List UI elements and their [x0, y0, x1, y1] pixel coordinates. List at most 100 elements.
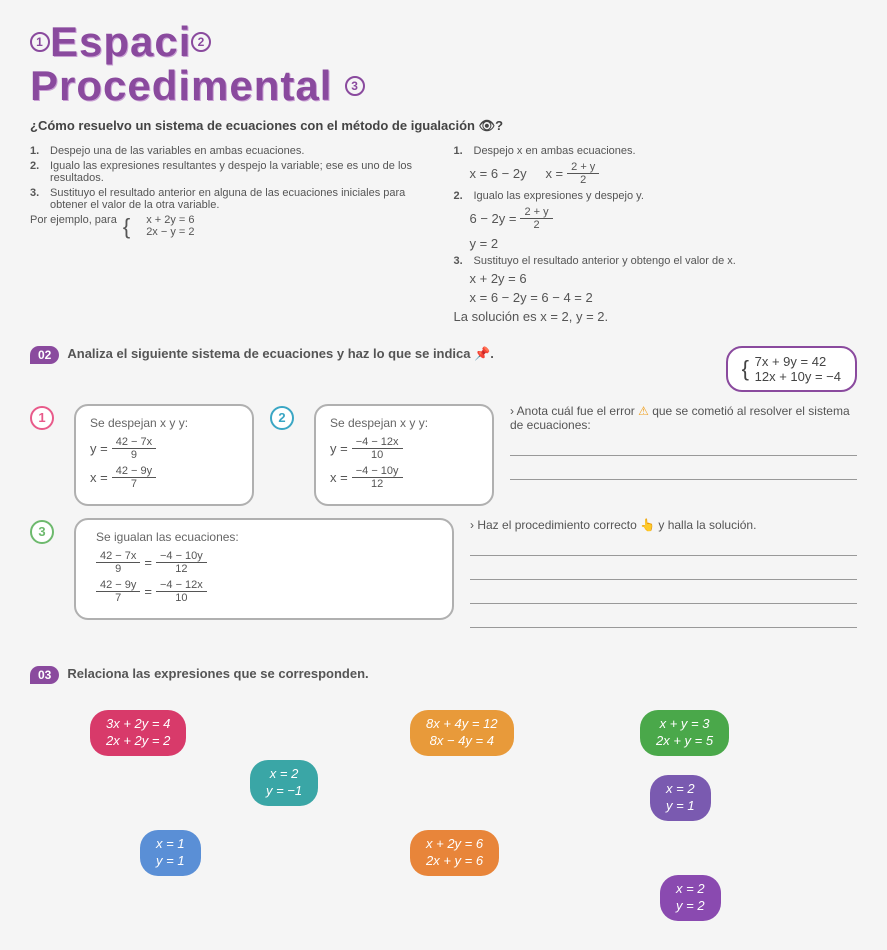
fraction-left: 42 − 7x 9 — [96, 550, 140, 575]
pill-system-4[interactable]: x + y = 3 2x + y = 5 — [640, 710, 729, 756]
fraction: 42 − 7x 9 — [112, 436, 156, 461]
pill-line-a: x + y = 3 — [656, 716, 713, 733]
card2-line1: y = −4 − 12x 10 — [330, 436, 478, 461]
pill-line-b: 2x + 2y = 2 — [106, 733, 170, 750]
pill-system-1[interactable]: 3x + 2y = 4 2x + 2y = 2 — [90, 710, 186, 756]
answer-line[interactable] — [510, 442, 857, 456]
example-system: Por ejemplo, para { x + 2y = 6 2x − y = … — [30, 214, 434, 240]
activity-text: Analiza el siguiente sistema de ecuacion… — [67, 346, 717, 362]
pill-line-b: 2x + y = 6 — [426, 853, 483, 870]
step-text: Despejo x en ambas ecuaciones. — [474, 145, 636, 157]
right-step-1: 1. Despejo x en ambas ecuaciones. — [454, 145, 858, 157]
step-circle-1: 1 — [30, 32, 50, 52]
denominator: 10 — [367, 449, 387, 461]
bullet-icon: › — [510, 404, 514, 418]
step-num: 1. — [454, 145, 468, 157]
example-label: Por ejemplo, para — [30, 214, 117, 240]
pill-line-a: 3x + 2y = 4 — [106, 716, 170, 733]
step-circle-3: 3 — [345, 76, 365, 96]
step-text: Sustituyo el resultado anterior en algun… — [50, 187, 434, 211]
numerator: −4 − 10y — [352, 465, 403, 478]
right-step-3: 3. Sustituyo el resultado anterior y obt… — [454, 255, 858, 267]
lhs: y = — [330, 441, 348, 456]
denominator: 9 — [127, 449, 141, 461]
brace-icon: { — [123, 214, 130, 240]
card2-line2: x = −4 − 10y 12 — [330, 465, 478, 490]
answer-line[interactable] — [470, 566, 857, 580]
lhs: y = — [90, 441, 108, 456]
step-text: Igualo las expresiones resultantes y des… — [50, 160, 434, 184]
eq-b: 12x + 10y = −4 — [755, 369, 841, 384]
numerator: 2 + y — [520, 206, 552, 219]
pill-solution-3[interactable]: x = 2 y = 1 — [650, 775, 711, 821]
work-row-1: 1 Se despejan x y y: y = 42 − 7x 9 x = 4… — [30, 404, 857, 506]
right-question-1: › Anota cuál fue el error ⚠ que se comet… — [510, 404, 857, 490]
numerator: 42 − 7x — [96, 550, 140, 563]
left-step-3: 3. Sustituyo el resultado anterior en al… — [30, 187, 434, 211]
pill-line-a: x = 1 — [156, 836, 185, 853]
answer-line[interactable] — [470, 614, 857, 628]
card3-eq1: 42 − 7x 9 = −4 − 10y 12 — [96, 550, 432, 575]
step-text: Sustituyo el resultado anterior y obteng… — [474, 255, 736, 267]
eq-b-lhs: x = — [545, 166, 563, 181]
pill-line-b: y = −1 — [266, 783, 302, 800]
step-text: Igualo las expresiones y despejo y. — [474, 190, 644, 202]
pill-line-a: x = 2 — [676, 881, 705, 898]
q-text: Haz el procedimiento correcto 👆 y halla … — [477, 518, 756, 532]
denominator: 7 — [127, 478, 141, 490]
fraction-left: 42 − 9y 7 — [96, 579, 140, 604]
fraction: −4 − 12x 10 — [352, 436, 403, 461]
pill-solution-4[interactable]: x = 2 y = 2 — [660, 875, 721, 921]
pill-line-a: x = 2 — [266, 766, 302, 783]
right-step-3-eq-a: x + 2y = 6 — [470, 271, 858, 286]
eq-b: 2x − y = 2 — [146, 226, 194, 238]
card1-line1: y = 42 − 7x 9 — [90, 436, 238, 461]
fraction: 2 + y 2 — [567, 161, 599, 186]
work-row-2: 3 Se igualan las ecuaciones: 42 − 7x 9 =… — [30, 518, 857, 638]
title-line1: 1Espaci2 — [30, 20, 857, 64]
left-step-2: 2. Igualo las expresiones resultantes y … — [30, 160, 434, 184]
system-bubble: { 7x + 9y = 42 12x + 10y = −4 — [726, 346, 857, 392]
step-text: Despejo una de las variables en ambas ec… — [50, 145, 304, 157]
pill-line-b: 2x + y = 5 — [656, 733, 713, 750]
numerator: 2 + y — [567, 161, 599, 174]
card-title: Se despejan x y y: — [330, 416, 478, 430]
pill-line-b: y = 1 — [156, 853, 185, 870]
denominator: 2 — [530, 219, 544, 231]
step-dot-3: 3 — [30, 520, 54, 544]
page-header: 1Espaci2 Procedimental 3 — [30, 20, 857, 108]
denominator: 12 — [367, 478, 387, 490]
eq-a: x = 6 − 2y — [470, 166, 527, 181]
q-text-a: Anota cuál fue el error — [517, 404, 635, 418]
fraction-right: −4 − 12x 10 — [156, 579, 207, 604]
answer-line[interactable] — [470, 542, 857, 556]
answer-line[interactable] — [470, 590, 857, 604]
title-text-1: Espaci — [50, 18, 191, 65]
lhs: x = — [330, 470, 348, 485]
left-column: 1. Despejo una de las variables en ambas… — [30, 142, 434, 327]
question-line: › Haz el procedimiento correcto 👆 y hall… — [470, 518, 857, 532]
numerator: −4 − 12x — [352, 436, 403, 449]
title-text-2: Procedimental — [30, 62, 332, 109]
right-step-2-eq: 6 − 2y = 2 + y 2 — [470, 206, 858, 231]
right-step-2-res: y = 2 — [470, 236, 858, 251]
bullet-icon: › — [470, 518, 474, 532]
left-step-1: 1. Despejo una de las variables en ambas… — [30, 145, 434, 157]
activity-03-header: 03 Relaciona las expresiones que se corr… — [30, 666, 857, 684]
title-line2: Procedimental 3 — [30, 64, 857, 108]
answer-line[interactable] — [510, 466, 857, 480]
right-step-1-eq: x = 6 − 2y x = 2 + y 2 — [470, 161, 858, 186]
card-3: Se igualan las ecuaciones: 42 − 7x 9 = −… — [74, 518, 454, 620]
brace-icon: { — [742, 356, 749, 381]
pill-system-3[interactable]: x + 2y = 6 2x + y = 6 — [410, 830, 499, 876]
pill-system-2[interactable]: 8x + 4y = 12 8x − 4y = 4 — [410, 710, 514, 756]
step-dot-2: 2 — [270, 406, 294, 430]
activity-02-header: 02 Analiza el siguiente sistema de ecuac… — [30, 346, 857, 392]
step-num: 1. — [30, 145, 44, 157]
pill-line-b: 8x − 4y = 4 — [426, 733, 498, 750]
numerator: 42 − 7x — [112, 436, 156, 449]
pill-line-b: y = 2 — [676, 898, 705, 915]
pill-solution-1[interactable]: x = 2 y = −1 — [250, 760, 318, 806]
question-line: › Anota cuál fue el error ⚠ que se comet… — [510, 404, 857, 432]
pill-solution-2[interactable]: x = 1 y = 1 — [140, 830, 201, 876]
